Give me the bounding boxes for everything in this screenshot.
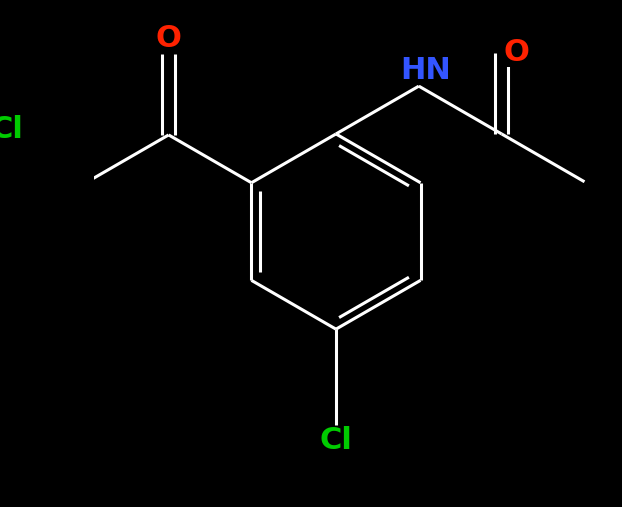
Text: O: O: [504, 38, 530, 67]
Text: O: O: [156, 24, 182, 53]
Text: Cl: Cl: [0, 115, 23, 143]
Text: Cl: Cl: [320, 425, 353, 455]
Text: HN: HN: [400, 56, 451, 85]
